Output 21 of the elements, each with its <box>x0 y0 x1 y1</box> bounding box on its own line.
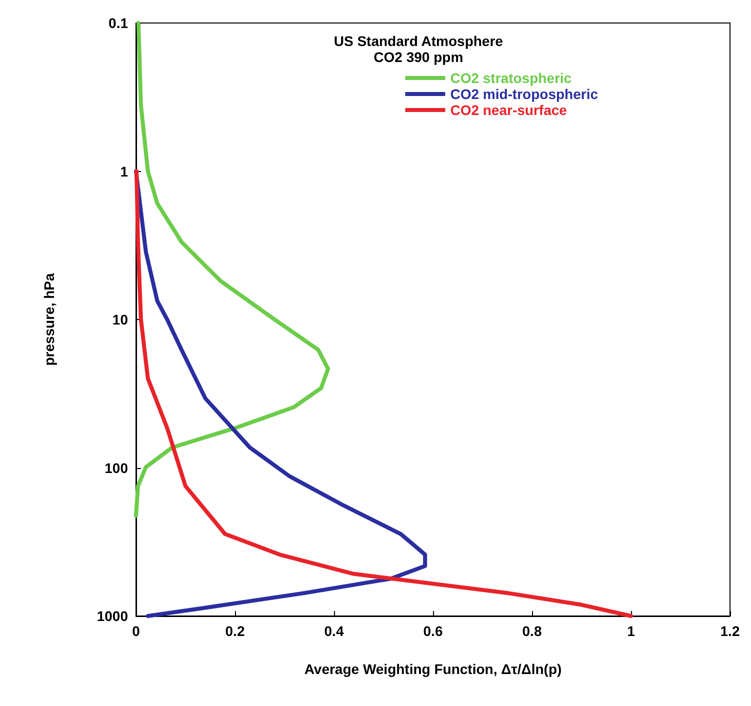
legend-label: CO2 mid-tropospheric <box>450 86 598 102</box>
x-axis-title: Average Weighting Function, Δτ/Δln(p) <box>304 661 562 677</box>
line-series <box>134 21 330 518</box>
x-tick-label: 0.2 <box>225 623 245 639</box>
y-tick-label: 100 <box>104 460 128 476</box>
line-series <box>134 169 428 618</box>
x-tick-label: 0.6 <box>423 623 443 639</box>
y-tick-label: 1000 <box>96 608 128 624</box>
y-tick-label: 0.1 <box>108 15 128 31</box>
y-tick-label: 10 <box>112 312 128 328</box>
legend-title: US Standard Atmosphere CO2 390 ppm <box>334 33 504 65</box>
x-tick-label: 0 <box>132 623 140 639</box>
x-tick-label: 0.4 <box>324 623 344 639</box>
y-tick-label: 1 <box>120 163 128 180</box>
y-axis-title: pressure, hPa <box>41 272 57 366</box>
legend-label: CO2 near-surface <box>450 102 568 118</box>
x-tick-label: 1.2 <box>720 623 740 639</box>
line-series <box>134 169 633 618</box>
x-tick-label: 0.8 <box>522 623 542 639</box>
x-tick-label: 1 <box>627 623 636 639</box>
legend-label: CO2 stratospheric <box>450 70 572 86</box>
